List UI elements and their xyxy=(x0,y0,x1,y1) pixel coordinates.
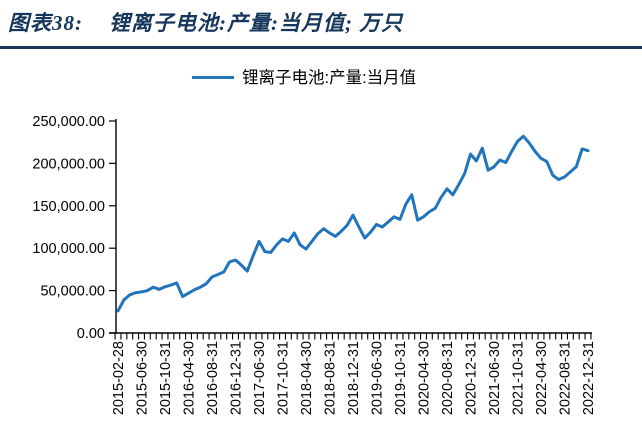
x-axis-label: 2016-08-31 xyxy=(205,341,221,415)
x-axis-label: 2017-06-30 xyxy=(252,341,268,415)
x-axis-label: 2015-02-28 xyxy=(111,341,127,415)
x-axis-label: 2017-10-31 xyxy=(276,341,292,415)
title-divider-rule xyxy=(0,46,642,49)
x-axis-label: 2018-12-31 xyxy=(346,341,362,415)
figure-title: 锂离子电池:产量:当月值; 万只 xyxy=(109,11,404,35)
plot-area: 0.00 50,000.00 100,000.00 150,000.00 200,000… xyxy=(32,114,597,415)
x-axis-label: 2020-12-31 xyxy=(464,341,480,415)
x-axis-label: 2020-08-31 xyxy=(440,341,456,415)
x-axis-label: 2016-12-31 xyxy=(229,341,245,415)
y-axis-label: 100,000.00 xyxy=(32,241,105,257)
x-axis-label: 2022-08-31 xyxy=(558,341,574,415)
y-axis-label: 150,000.00 xyxy=(32,199,105,215)
x-axis-label: 2021-10-31 xyxy=(511,341,527,415)
x-axis-label: 2019-10-31 xyxy=(393,341,409,415)
x-axis-label: 2021-06-30 xyxy=(487,341,503,415)
series-line xyxy=(116,134,590,313)
x-axis-label: 2022-12-31 xyxy=(581,341,597,415)
y-axis-label: 200,000.00 xyxy=(32,156,105,172)
y-axis-label: 0.00 xyxy=(77,326,105,342)
x-axis-label: 2022-04-30 xyxy=(534,341,550,415)
figure-number-label: 图表38: xyxy=(8,11,83,35)
x-axis-label: 2016-04-30 xyxy=(182,341,198,415)
x-axis-label: 2020-04-30 xyxy=(417,341,433,415)
figure-header: 图表38: 锂离子电池:产量:当月值; 万只 xyxy=(8,8,638,38)
chart-legend: 锂离子电池:产量:当月值 xyxy=(192,68,416,87)
y-axis-label: 50,000.00 xyxy=(40,284,105,300)
legend-label: 锂离子电池:产量:当月值 xyxy=(242,68,416,87)
x-axis-label: 2019-06-30 xyxy=(370,341,386,415)
x-axis-label: 2018-04-30 xyxy=(299,341,315,415)
x-axis-label: 2015-10-31 xyxy=(158,341,174,415)
x-axis-label: 2015-06-30 xyxy=(135,341,151,415)
y-axis-label: 250,000.00 xyxy=(32,114,105,130)
x-axis-label: 2018-08-31 xyxy=(323,341,339,415)
